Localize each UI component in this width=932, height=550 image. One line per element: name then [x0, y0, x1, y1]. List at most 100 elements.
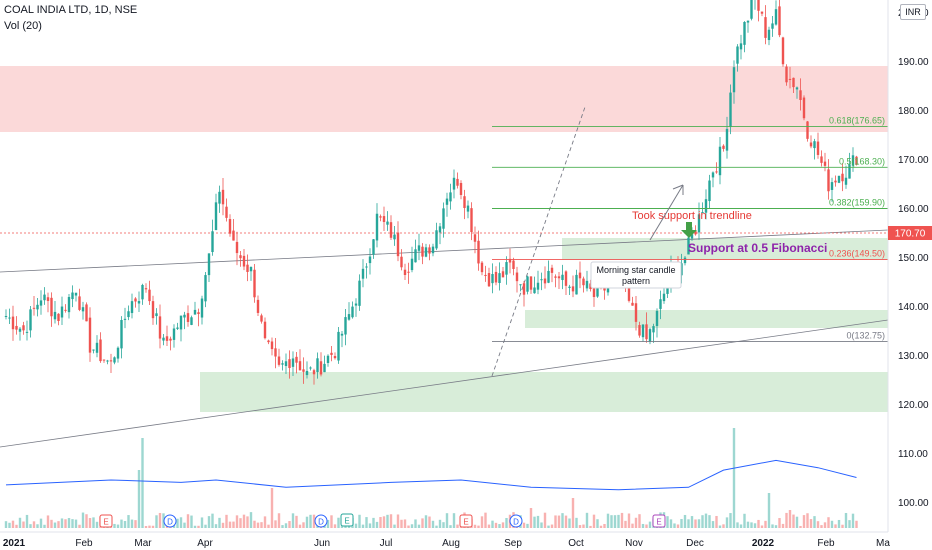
volume-bar — [288, 521, 291, 528]
volume-bar — [813, 516, 816, 528]
candle-body — [491, 274, 494, 284]
volume-bar — [256, 522, 260, 528]
earnings-marker — [340, 513, 354, 527]
volume-bar — [421, 518, 424, 528]
candle-body — [666, 283, 669, 294]
volume-bar — [228, 521, 232, 528]
volume-bar — [221, 522, 225, 528]
candle-body — [225, 206, 228, 218]
volume-bar — [337, 517, 340, 528]
candle-body — [785, 66, 788, 83]
candle-body — [456, 178, 459, 186]
candle-body — [557, 276, 561, 279]
volume-bar — [613, 515, 617, 528]
candle-body — [484, 274, 487, 276]
volume-bar — [701, 515, 704, 528]
candle-body — [564, 271, 568, 286]
volume-bar — [631, 523, 634, 528]
support-zone-mid — [562, 238, 888, 260]
candle-body — [141, 284, 144, 300]
price-tick: 180.00 — [898, 106, 929, 117]
volume-bar — [627, 513, 631, 528]
volume-bars — [4, 428, 858, 528]
candle-body — [305, 370, 309, 376]
candle-body — [529, 276, 533, 290]
volume-bar — [638, 514, 641, 528]
volume-bar — [855, 520, 858, 528]
candle-body — [414, 249, 417, 263]
candle-body — [288, 359, 291, 369]
fib-label-0.618: 0.618(176.65) — [829, 115, 885, 125]
volume-bar — [816, 521, 820, 528]
volume-bar — [428, 516, 431, 528]
volume-bar — [190, 515, 193, 528]
volume-bar — [372, 517, 375, 528]
volume-bar — [736, 522, 739, 528]
candle-body — [848, 164, 851, 179]
volume-bar — [438, 519, 442, 528]
candle-body — [67, 296, 71, 313]
volume-bar — [680, 519, 683, 528]
volume-bar — [60, 518, 64, 528]
earnings-marker — [459, 514, 473, 528]
volume-bar — [732, 428, 736, 528]
volume-bar — [375, 521, 379, 528]
volume-bar — [172, 524, 176, 528]
upper-trendline — [0, 229, 889, 273]
pattern-note-line: Morning star candle — [596, 265, 675, 275]
candle-body — [536, 282, 540, 290]
candle-body — [197, 312, 200, 315]
dividend-marker — [314, 514, 328, 528]
candle-body — [246, 264, 249, 272]
volume-bar — [725, 517, 729, 528]
volume-bar — [25, 514, 29, 528]
volume-bar — [361, 524, 365, 528]
volume-bar — [284, 523, 288, 528]
volume-bar — [792, 514, 795, 528]
volume-bar — [176, 518, 179, 528]
candle-body — [389, 222, 393, 238]
candle-body — [841, 173, 844, 182]
volume-bar — [410, 524, 414, 528]
volume-bar — [484, 512, 487, 528]
candle-body — [295, 356, 298, 363]
candle-body — [263, 321, 267, 339]
volume-bar — [253, 520, 256, 528]
volume-bar — [57, 521, 60, 528]
candle-body — [568, 286, 571, 288]
volume-bar — [11, 520, 15, 528]
candle-body — [708, 180, 711, 202]
volume-bar — [844, 512, 848, 528]
candle-body — [421, 246, 424, 257]
candle-body — [337, 331, 340, 361]
volume-bar — [540, 522, 543, 528]
candle-body — [99, 339, 102, 362]
candle-body — [57, 313, 60, 321]
candle-body — [134, 298, 137, 302]
candle-body — [781, 37, 785, 65]
volume-bar — [193, 525, 197, 528]
candle-body — [659, 299, 662, 309]
volume-bar — [473, 524, 477, 528]
volume-bar — [400, 519, 403, 528]
volume-bar — [641, 523, 645, 528]
candle-body — [396, 232, 400, 257]
candle-body — [582, 278, 585, 286]
volume-bar — [43, 524, 46, 528]
candle-body — [505, 262, 508, 275]
candle-body — [806, 121, 809, 139]
candle-body — [554, 276, 557, 278]
candle-body — [445, 198, 449, 205]
volume-bar — [494, 522, 498, 528]
volume-bar — [704, 513, 708, 528]
candle-body — [354, 303, 358, 306]
candle-body — [32, 307, 36, 309]
candle-body — [81, 307, 85, 312]
candle-body — [260, 315, 263, 322]
candle-body — [428, 247, 431, 254]
pattern-note-line: pattern — [622, 276, 650, 286]
currency-badge[interactable]: INR — [900, 4, 926, 20]
candle-body — [235, 241, 239, 254]
candle-body — [571, 286, 575, 292]
